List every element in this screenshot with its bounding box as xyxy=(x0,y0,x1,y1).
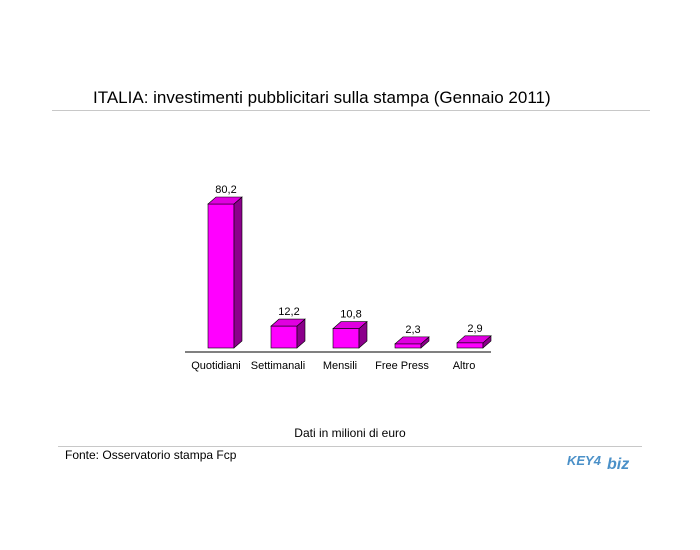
data-label-2: 12,2 xyxy=(278,306,299,318)
data-label-3: 10,8 xyxy=(340,309,361,321)
data-label-4: 2,3 xyxy=(405,324,420,336)
bar-top-2 xyxy=(270,318,306,327)
bar-3 xyxy=(332,328,360,349)
chart-title: ITALIA: investimenti pubblicitari sulla … xyxy=(93,88,551,107)
bar-side-1 xyxy=(233,196,243,349)
data-label-1: 80,2 xyxy=(215,184,236,196)
bar-top-5 xyxy=(456,335,492,344)
category-label-4: Free Press xyxy=(375,360,429,372)
bar-top-4 xyxy=(394,336,430,345)
source-text: Fonte: Osservatorio stampa Fcp xyxy=(65,448,237,462)
category-label-2: Settimanali xyxy=(251,360,305,372)
footer-divider xyxy=(58,446,642,447)
bar-5 xyxy=(456,342,484,349)
logo-text-left: KEY4 xyxy=(567,453,602,468)
title-divider xyxy=(52,110,650,111)
bar-top-3 xyxy=(332,321,368,329)
bar-4 xyxy=(394,343,422,349)
logo-text-right: biz xyxy=(607,456,629,473)
category-label-5: Altro xyxy=(453,360,476,372)
data-label-5: 2,9 xyxy=(467,323,482,335)
units-note: Dati in milioni di euro xyxy=(294,426,406,440)
category-label-1: Quotidiani xyxy=(191,360,241,372)
bar-1 xyxy=(207,203,235,349)
bar-top-1 xyxy=(207,196,243,205)
bar-2 xyxy=(270,325,298,349)
category-label-3: Mensili xyxy=(323,360,357,372)
keybiz-logo: KEY4 biz xyxy=(567,453,629,473)
